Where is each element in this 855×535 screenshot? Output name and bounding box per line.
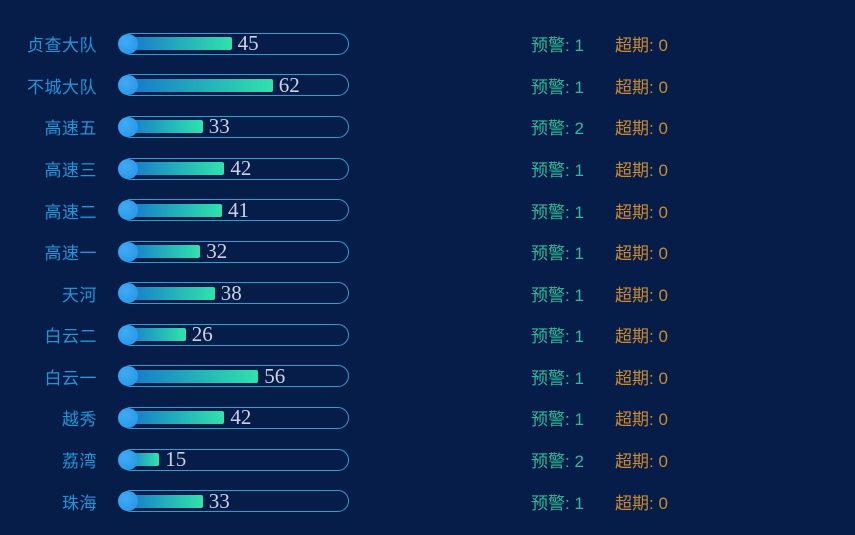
bar-track[interactable]: 41 [118,197,349,222]
bar-track[interactable]: 32 [118,239,349,264]
bar-fill [123,369,259,383]
team-name-label: 珠海 [62,493,97,513]
team-row: 贞查大队 45 预警: 1 超期: 0 [0,23,855,65]
bar-fill [123,245,201,259]
bar-cap-dot [118,33,138,54]
bar-fill [123,78,273,92]
bar-track[interactable]: 42 [118,405,349,430]
team-name-label: 高速五 [44,119,97,139]
bar-fill [123,328,186,342]
overdue-count: 超期: 0 [615,285,668,305]
team-row: 天河 38 预警: 1 超期: 0 [0,272,855,314]
bar-cap-dot [118,283,138,304]
bar-cap-dot [118,366,138,387]
overdue-count: 超期: 0 [615,36,668,56]
team-row: 荔湾 15 预警: 2 超期: 0 [0,439,855,481]
bar-value-label: 41 [228,197,249,222]
bar-track[interactable]: 56 [118,363,349,388]
bar-value-label: 33 [208,488,230,513]
bar-fill [123,494,203,508]
team-name-label: 越秀 [62,410,97,430]
warning-count: 预警: 2 [531,119,584,139]
team-row: 高速一 32 预警: 1 超期: 0 [0,231,855,273]
bar-track[interactable]: 33 [118,114,349,139]
bar-value-label: 33 [208,114,230,139]
team-name-label: 白云一 [44,368,97,388]
bar-value-label: 26 [191,322,213,347]
warning-count: 预警: 1 [531,202,584,222]
warning-count: 预警: 1 [531,77,584,97]
bar-value-label: 38 [220,280,242,305]
team-name-label: 高速一 [44,244,97,264]
overdue-count: 超期: 0 [615,77,668,97]
bar-cap-dot [118,324,138,345]
team-row: 白云一 56 预警: 1 超期: 0 [0,356,855,398]
bar-fill [123,120,203,134]
team-row: 不城大队 62 预警: 1 超期: 0 [0,65,855,107]
bar-fill [123,411,225,425]
bar-cap-dot [118,158,138,179]
team-name-label: 高速二 [44,202,97,222]
overdue-count: 超期: 0 [615,493,668,513]
team-name-label: 天河 [62,285,97,305]
bar-value-label: 62 [278,72,300,97]
overdue-count: 超期: 0 [615,368,668,388]
bar-cap-dot [118,491,138,512]
team-name-label: 不城大队 [27,77,97,97]
bar-cap-dot [118,75,138,96]
overdue-count: 超期: 0 [615,161,668,181]
bar-value-label: 42 [230,156,252,181]
bar-cap-dot [118,449,138,470]
team-row: 越秀 42 预警: 1 超期: 0 [0,397,855,439]
bar-cap-dot [118,407,138,428]
team-stats-panel: 贞查大队 45 预警: 1 超期: 0 不城大队 62 预警: 1 超期: 0 … [0,23,855,522]
team-name-label: 高速三 [44,161,97,181]
warning-count: 预警: 1 [531,161,584,181]
team-name-label: 贞查大队 [27,36,97,56]
warning-count: 预警: 1 [531,410,584,430]
bar-value-label: 32 [206,239,228,264]
bar-track[interactable]: 62 [118,72,349,97]
bar-track[interactable]: 42 [118,156,349,181]
bar-fill [123,37,232,51]
bar-fill [123,162,225,176]
overdue-count: 超期: 0 [615,410,668,430]
warning-count: 预警: 1 [531,285,584,305]
overdue-count: 超期: 0 [615,119,668,139]
bar-fill [123,286,215,300]
warning-count: 预警: 1 [531,244,584,264]
bar-value-label: 56 [264,363,286,388]
team-row: 珠海 33 预警: 1 超期: 0 [0,480,855,522]
bar-value-label: 15 [165,447,187,472]
team-row: 高速五 33 预警: 2 超期: 0 [0,106,855,148]
bar-value-label: 45 [237,31,259,56]
team-row: 高速三 42 预警: 1 超期: 0 [0,148,855,190]
overdue-count: 超期: 0 [615,202,668,222]
overdue-count: 超期: 0 [615,244,668,264]
bar-cap-dot [118,200,138,221]
warning-count: 预警: 1 [531,36,584,56]
overdue-count: 超期: 0 [615,452,668,472]
team-row: 高速二 41 预警: 1 超期: 0 [0,189,855,231]
bar-cap-dot [118,241,138,262]
warning-count: 预警: 1 [531,327,584,347]
bar-track[interactable]: 15 [118,447,349,472]
warning-count: 预警: 2 [531,452,584,472]
team-name-label: 白云二 [44,327,97,347]
bar-fill [123,203,222,217]
bar-track[interactable]: 38 [118,280,349,305]
team-name-label: 荔湾 [62,452,97,472]
bar-track[interactable]: 33 [118,488,349,513]
bar-track[interactable]: 45 [118,31,349,56]
overdue-count: 超期: 0 [615,327,668,347]
bar-cap-dot [118,116,138,137]
bar-value-label: 42 [230,405,252,430]
team-row: 白云二 26 预警: 1 超期: 0 [0,314,855,356]
bar-track[interactable]: 26 [118,322,349,347]
warning-count: 预警: 1 [531,368,584,388]
warning-count: 预警: 1 [531,493,584,513]
